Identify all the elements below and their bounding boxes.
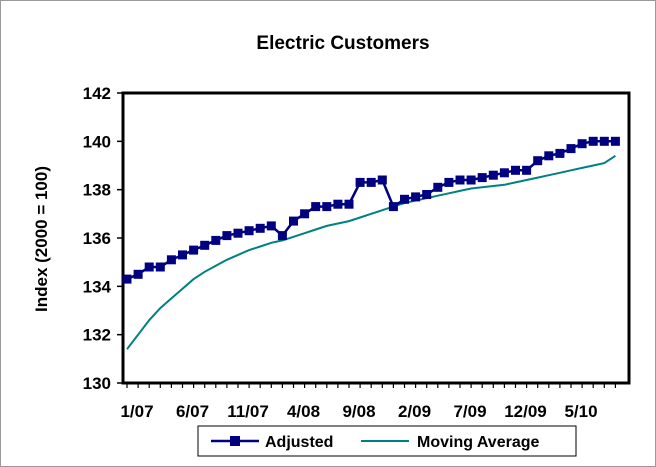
adjusted-data-point: [566, 144, 576, 154]
adjusted-data-point: [455, 175, 465, 185]
adjusted-data-point: [511, 165, 520, 175]
adjusted-data-point: [488, 170, 498, 180]
y-tick-label: 136: [83, 229, 111, 248]
x-tick-label: 1/07: [120, 402, 153, 421]
y-tick-label: 132: [83, 326, 111, 345]
y-tick-label: 130: [83, 374, 111, 393]
legend-box: [197, 425, 577, 457]
x-tick-label: 9/08: [342, 402, 375, 421]
x-tick-label: 12/09: [504, 402, 547, 421]
adjusted-data-point: [211, 235, 221, 245]
adjusted-data-point: [277, 231, 287, 241]
x-axis: 1/07 6/07 11/07 4/08 9/08 2/09 7/09 12/09 5/10: [120, 383, 617, 421]
adjusted-data-point: [477, 173, 487, 183]
x-tick-label: 7/09: [453, 402, 486, 421]
adjusted-data-point: [322, 202, 332, 212]
legend-adjusted-marker: [230, 436, 240, 446]
adjusted-data-point: [300, 209, 310, 219]
legend: Adjusted Moving Average: [197, 425, 577, 457]
adjusted-data-point: [166, 255, 176, 265]
adjusted-data-point: [222, 231, 232, 241]
x-tick-label: 2/09: [398, 402, 431, 421]
adjusted-data-point: [122, 274, 132, 284]
y-tick-label: 142: [83, 84, 111, 103]
adjusted-data-point: [466, 175, 476, 185]
adjusted-data-point: [255, 223, 265, 233]
adjusted-data-point: [289, 216, 298, 226]
x-tick-label: 4/08: [287, 402, 320, 421]
adjusted-data-point: [133, 269, 143, 279]
adjusted-data-point: [533, 156, 543, 166]
adjusted-data-point: [189, 245, 199, 255]
x-tick-label: 11/07: [227, 402, 269, 421]
adjusted-data-point: [366, 177, 376, 187]
adjusted-data-point: [422, 190, 432, 199]
adjusted-data-point: [588, 136, 598, 146]
adjusted-data-point: [344, 199, 354, 209]
adjusted-data-point: [377, 175, 387, 185]
adjusted-data-point: [411, 192, 421, 202]
adjusted-data-point: [178, 250, 187, 260]
adjusted-data-point: [444, 177, 454, 187]
adjusted-data-point: [400, 194, 409, 204]
x-tick-label: 6/07: [176, 402, 209, 421]
adjusted-data-point: [433, 182, 443, 192]
adjusted-data-point: [144, 262, 154, 272]
adjusted-data-point: [522, 165, 532, 175]
y-tick-label: 138: [83, 181, 111, 200]
adjusted-data-point: [233, 228, 243, 238]
adjusted-data-point: [266, 221, 276, 231]
adjusted-data-point: [599, 136, 609, 146]
adjusted-data-point: [555, 148, 565, 158]
plot-area: [121, 91, 631, 385]
series-line-moving-average: [126, 154, 616, 350]
series-layer: [122, 136, 620, 350]
legend-adjusted-label: Adjusted: [265, 434, 333, 451]
y-axis-label: Index (2000 = 100): [32, 166, 51, 312]
adjusted-data-point: [388, 202, 398, 212]
legend-moving-average-label: Moving Average: [417, 434, 540, 451]
adjusted-data-point: [499, 168, 509, 178]
adjusted-data-point: [200, 240, 210, 250]
adjusted-data-point: [544, 151, 554, 161]
y-tick-label: 134: [83, 277, 112, 296]
x-tick-label: 5/10: [564, 402, 597, 421]
adjusted-data-point: [155, 262, 165, 272]
adjusted-data-point: [577, 139, 587, 149]
adjusted-data-point: [311, 202, 321, 212]
y-tick-label: 140: [83, 132, 111, 151]
adjusted-data-point: [244, 226, 254, 236]
adjusted-data-point: [333, 199, 343, 209]
chart-title: Electric Customers: [256, 33, 429, 54]
adjusted-data-point: [355, 177, 365, 187]
adjusted-data-point: [610, 136, 620, 146]
y-axis: 130 132 134 136 138 140 142: [83, 84, 123, 393]
